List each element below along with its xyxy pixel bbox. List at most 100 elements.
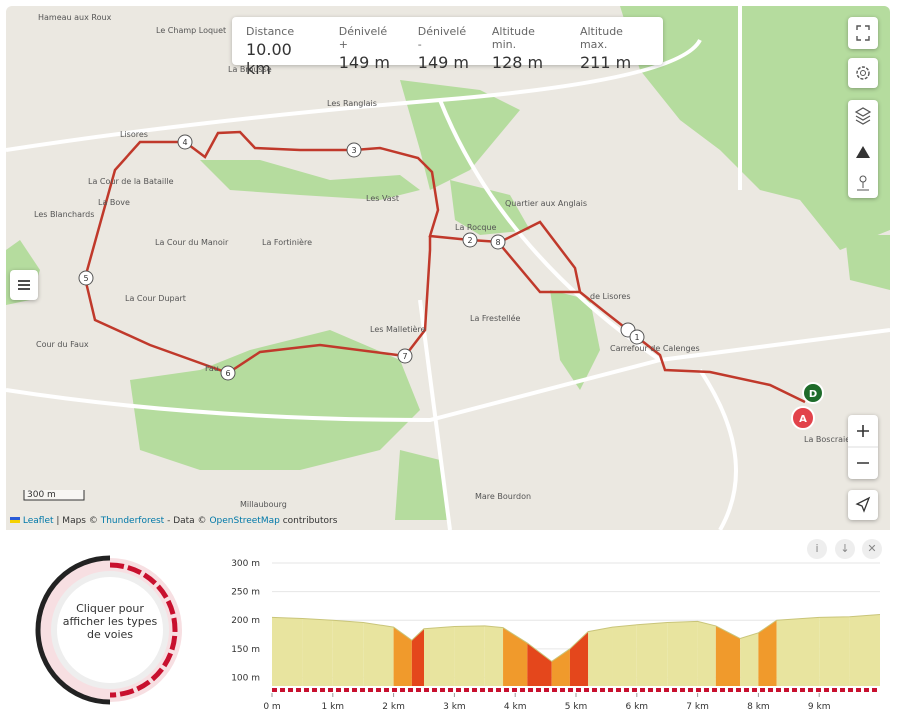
y-tick-label: 100 m (231, 673, 260, 683)
end-label: D (809, 389, 817, 400)
place-label: Carrefour de Calenges (610, 344, 700, 353)
icon (848, 425, 878, 464)
fullscreen-button[interactable] (848, 17, 878, 49)
place-label: Mare Bourdon (475, 492, 531, 501)
stat-value: 149 m (338, 53, 390, 72)
route-marker (629, 329, 645, 345)
place-label: Les Malletière (370, 324, 426, 334)
route-marker-label: 8 (495, 238, 500, 247)
route-marker (490, 234, 506, 250)
profile-segment (302, 618, 333, 686)
x-tick-label: 3 km (443, 702, 466, 710)
place-label: Les Ranglais (327, 99, 377, 108)
route-marker (346, 142, 362, 158)
profile-segment (667, 621, 698, 686)
place-label: La Brousse (228, 65, 272, 74)
osm-link[interactable]: OpenStreetMap (209, 516, 280, 526)
settings-button[interactable] (848, 58, 878, 88)
y-tick-label: 300 m (231, 559, 260, 569)
profile-segment (740, 632, 759, 686)
y-tick-label: 150 m (231, 645, 260, 655)
menu-button[interactable] (10, 270, 38, 300)
profile-segment (819, 616, 850, 686)
markers: 1 2 3 4 5 6 7 8 (78, 134, 645, 381)
close-button[interactable]: ✕ (862, 539, 882, 559)
stat-value: 149 m (417, 53, 469, 72)
icon (856, 66, 870, 80)
place-label: Cour du Faux (36, 340, 89, 349)
place-label: Les Vast (366, 194, 399, 203)
route-marker-label: 2 (467, 236, 472, 245)
info-button[interactable]: i (807, 539, 827, 559)
route-marker-label: 4 (182, 138, 187, 147)
place-label: La Fortinière (262, 237, 312, 247)
x-tick-label: 0 m (263, 702, 280, 710)
profile-segment (697, 621, 716, 686)
stat: Altitude max. 211 m (580, 17, 649, 72)
flag (10, 517, 20, 523)
route-marker-label: 5 (83, 274, 88, 283)
thunderforest-link[interactable]: Thunderforest (100, 516, 165, 526)
donut-text: Cliquer pour afficher les types de voies (62, 602, 158, 641)
route-marker-label: 1 (634, 333, 639, 342)
route-marker (78, 270, 94, 286)
profile-segment (393, 627, 412, 686)
x-tick-label: 1 km (322, 702, 345, 710)
x-tick-label: 7 km (686, 702, 709, 710)
profile-segment (363, 622, 394, 686)
place-label: La Boscraie (804, 435, 850, 444)
route-marker (220, 365, 236, 381)
stat: Distance 10.00 km (246, 17, 317, 78)
road-types-donut[interactable]: Cliquer pour afficher les types de voies (10, 540, 210, 710)
profile-segment (758, 620, 777, 686)
place-label: La Frestellée (470, 313, 521, 323)
stat: Dénivelé + 149 m (338, 17, 396, 72)
route-marker (397, 348, 413, 364)
stat-value: 211 m (579, 53, 632, 72)
place-label: La Cour de la Bataille (88, 177, 174, 186)
start-marker[interactable] (791, 406, 815, 430)
stat-label: Distance (246, 25, 295, 38)
profile-segment (569, 631, 589, 686)
place-label: Hameau aux Roux (38, 13, 112, 22)
place-label: Le Champ Loquet (156, 26, 226, 35)
x-tick-label: 9 km (808, 702, 831, 710)
profile-segment (849, 614, 880, 686)
stat-value: 10.00 km (246, 40, 292, 78)
icons (854, 107, 872, 191)
donut-arc (35, 555, 111, 705)
download-button[interactable]: ↓ (835, 539, 855, 559)
place-label: Fau (205, 364, 219, 373)
attribution-text: | Maps © (56, 516, 98, 526)
donut-center (51, 571, 169, 689)
locate-button[interactable] (848, 490, 878, 520)
stats-panel: Distance 10.00 km Dénivelé + 149 m Dénivel… (232, 17, 663, 78)
route-marker-label: 6 (225, 369, 230, 378)
x-tick-label: 4 km (504, 702, 527, 710)
profile-line (271, 613, 881, 663)
profile-segment (551, 648, 570, 686)
zoom-control[interactable] (848, 415, 878, 479)
profile-segment (484, 625, 504, 686)
donut-text-box: Cliquer pour afficher les types de voies (62, 602, 158, 641)
x-tick-label: 8 km (747, 702, 770, 710)
end-marker[interactable] (802, 382, 824, 404)
stat-label: Dénivelé - (417, 25, 467, 51)
profile-segment (332, 620, 364, 686)
place-label: La Rocque (455, 223, 497, 232)
profile-segment (424, 626, 455, 686)
profile-segment (503, 627, 528, 686)
attribution-text: contributors (282, 516, 338, 526)
icon (856, 25, 870, 41)
x-tick-label: 6 km (626, 702, 649, 710)
stat-label: Dénivelé + (338, 25, 388, 51)
map[interactable]: Hameau aux Roux Le Champ Loquet La Brous… (6, 6, 890, 530)
profile-segment (411, 628, 424, 686)
leaflet-link[interactable]: Leaflet (22, 516, 54, 526)
start-label: A (799, 414, 807, 425)
profile-segment (776, 617, 820, 686)
place-label: La Cour du Manoir (155, 238, 229, 247)
stat: Dénivelé - 149 m (417, 17, 470, 72)
forest (6, 6, 890, 520)
